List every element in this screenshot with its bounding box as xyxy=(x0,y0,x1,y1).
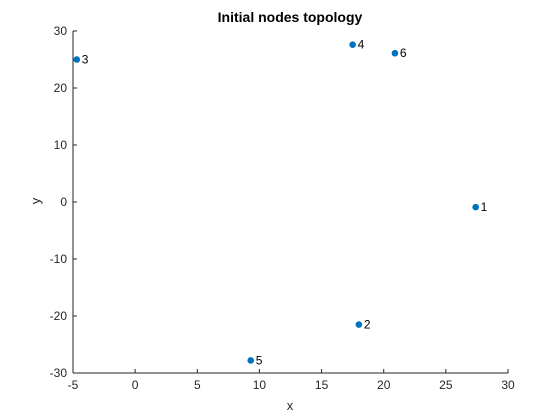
x-tick-label: 20 xyxy=(377,378,391,392)
y-tick-label: -30 xyxy=(50,366,68,380)
y-tick-label: 10 xyxy=(54,138,68,152)
data-point-label-node-1: 1 xyxy=(481,200,488,214)
data-point-label-node-6: 6 xyxy=(400,46,407,60)
x-axis-ticks: -5 0 5 10 15 20 25 30 xyxy=(68,369,515,392)
data-point-label-node-3: 3 xyxy=(82,53,89,67)
x-tick-label: 0 xyxy=(132,378,139,392)
y-tick-label: 20 xyxy=(54,81,68,95)
x-tick-label: 15 xyxy=(315,378,329,392)
y-tick-label: 30 xyxy=(54,24,68,38)
x-tick-label: 5 xyxy=(194,378,201,392)
data-points: 1 2 3 4 5 6 xyxy=(73,38,488,367)
data-point-node-2 xyxy=(355,321,363,328)
data-point-label-node-4: 4 xyxy=(358,38,365,52)
y-tick-label: 0 xyxy=(60,195,67,209)
data-point-node-6 xyxy=(391,49,399,57)
y-axis-ticks: -30 -20 -10 0 10 20 30 xyxy=(50,24,77,380)
x-axis-label: x xyxy=(287,398,294,413)
y-tick-label: -20 xyxy=(50,309,68,323)
data-point-node-3 xyxy=(73,56,81,63)
x-tick-label: 30 xyxy=(501,378,515,392)
data-point-label-node-5: 5 xyxy=(256,353,263,367)
x-tick-label: 10 xyxy=(253,378,267,392)
x-tick-label: 25 xyxy=(439,378,453,392)
data-point-node-1 xyxy=(472,203,479,211)
data-point-node-4 xyxy=(349,41,356,48)
y-axis-label: y xyxy=(28,197,43,204)
data-point-node-5 xyxy=(247,357,255,364)
x-tick-label: -5 xyxy=(68,378,79,392)
axes xyxy=(72,31,508,374)
chart-title: Initial nodes topology xyxy=(218,9,363,25)
y-tick-label: -10 xyxy=(50,252,68,266)
data-point-label-node-2: 2 xyxy=(364,318,371,332)
